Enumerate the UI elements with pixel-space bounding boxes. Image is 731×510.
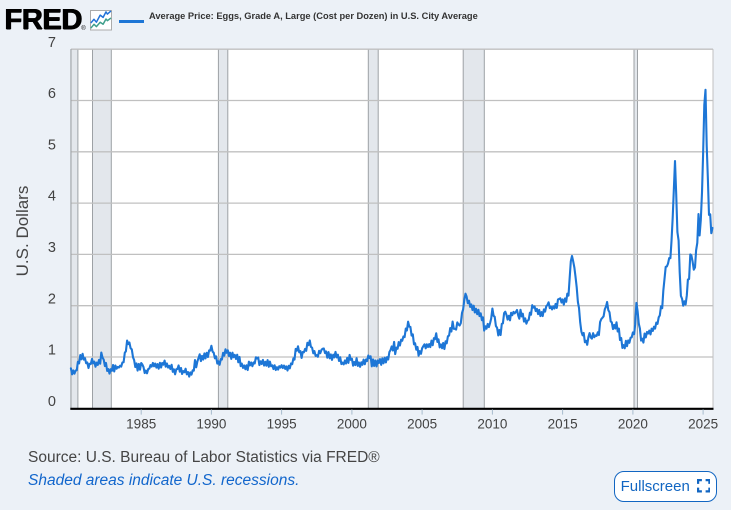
svg-text:7: 7 xyxy=(48,35,56,51)
svg-text:2: 2 xyxy=(48,291,56,307)
svg-text:0: 0 xyxy=(48,394,56,410)
svg-text:2025: 2025 xyxy=(688,417,718,432)
svg-text:U.S. Dollars: U.S. Dollars xyxy=(13,186,32,277)
svg-text:1990: 1990 xyxy=(196,417,226,432)
svg-text:1985: 1985 xyxy=(126,417,156,432)
svg-text:2010: 2010 xyxy=(477,417,507,432)
svg-text:2020: 2020 xyxy=(618,417,648,432)
svg-text:2000: 2000 xyxy=(337,417,367,432)
svg-text:1995: 1995 xyxy=(267,417,297,432)
svg-text:1: 1 xyxy=(48,343,56,359)
svg-text:2005: 2005 xyxy=(407,417,437,432)
svg-text:4: 4 xyxy=(48,189,56,205)
svg-text:5: 5 xyxy=(48,137,56,153)
svg-text:2015: 2015 xyxy=(548,417,578,432)
svg-text:6: 6 xyxy=(48,86,56,102)
svg-text:3: 3 xyxy=(48,240,56,256)
